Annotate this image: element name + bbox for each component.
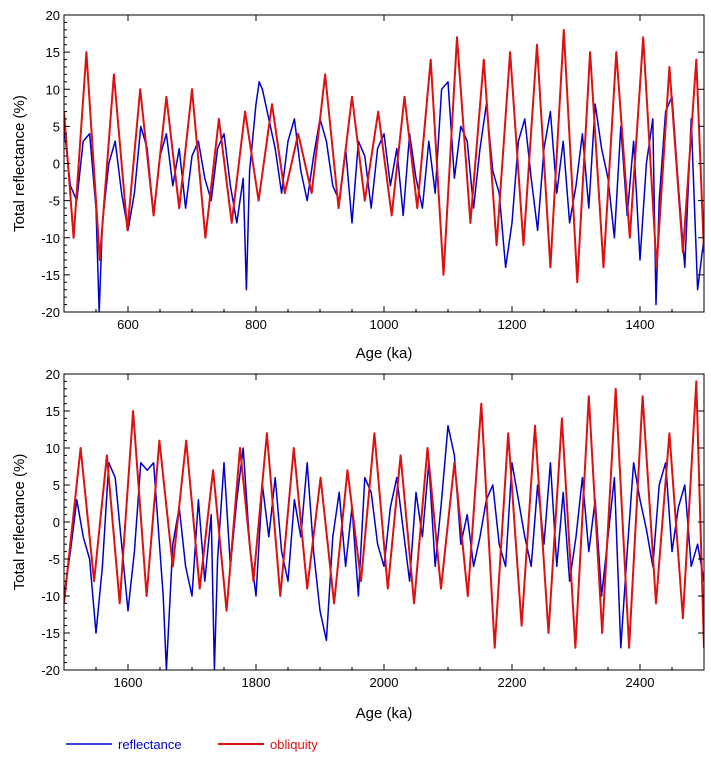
- y-tick-label: 10: [46, 441, 60, 456]
- x-tick-label: 1200: [498, 317, 527, 332]
- x-tick-label: 1000: [370, 317, 399, 332]
- legend-label-obliquity: obliquity: [270, 737, 318, 752]
- x-tick-label: 1400: [626, 317, 655, 332]
- y-tick-label: -20: [41, 663, 60, 678]
- y-tick-label: 20: [46, 8, 60, 23]
- y-tick-label: 15: [46, 404, 60, 419]
- x-tick-label: 1600: [114, 675, 143, 690]
- y-tick-label: 0: [53, 157, 60, 172]
- y-tick-label: -15: [41, 626, 60, 641]
- series-obliquity: [64, 28, 704, 284]
- y-axis-title: Total reflectance (%): [11, 95, 28, 232]
- series-obliquity: [64, 380, 704, 649]
- y-tick-label: -15: [41, 268, 60, 283]
- y-tick-label: -10: [41, 231, 60, 246]
- y-tick-label: 20: [46, 367, 60, 382]
- y-tick-label: 10: [46, 82, 60, 97]
- x-tick-label: 2400: [626, 675, 655, 690]
- y-tick-label: -5: [48, 552, 60, 567]
- x-axis-title: Age (ka): [356, 345, 413, 362]
- y-axis-title: Total reflectance (%): [11, 454, 28, 591]
- y-tick-label: -20: [41, 305, 60, 320]
- x-tick-label: 2000: [370, 675, 399, 690]
- plot-area: [64, 28, 704, 312]
- top-panel: 600 800 1000 1200 1400 -20 -15 -10 -5 0 5 10 15 20 Age…: [11, 8, 705, 362]
- y-tick-label: 15: [46, 45, 60, 60]
- y-tick-label: 0: [53, 515, 60, 530]
- x-axis-title: Age (ka): [356, 705, 413, 722]
- x-tick-label: 800: [245, 317, 267, 332]
- y-tick-label: -5: [48, 194, 60, 209]
- plot-area: [64, 380, 704, 670]
- y-tick-label: -10: [41, 589, 60, 604]
- series-reflectance: [64, 81, 704, 312]
- x-tick-label: 600: [117, 317, 139, 332]
- legend-label-reflectance: reflectance: [118, 737, 182, 752]
- x-tick-label: 2200: [498, 675, 527, 690]
- y-tick-label: 5: [53, 478, 60, 493]
- x-tick-label: 1800: [242, 675, 271, 690]
- bottom-panel: 1600 1800 2000 2200 2400 -20 -15 -10 -5 0 5 10 15 20 A…: [11, 367, 705, 722]
- y-tick-label: 5: [53, 119, 60, 134]
- legend: reflectance obliquity: [66, 737, 318, 752]
